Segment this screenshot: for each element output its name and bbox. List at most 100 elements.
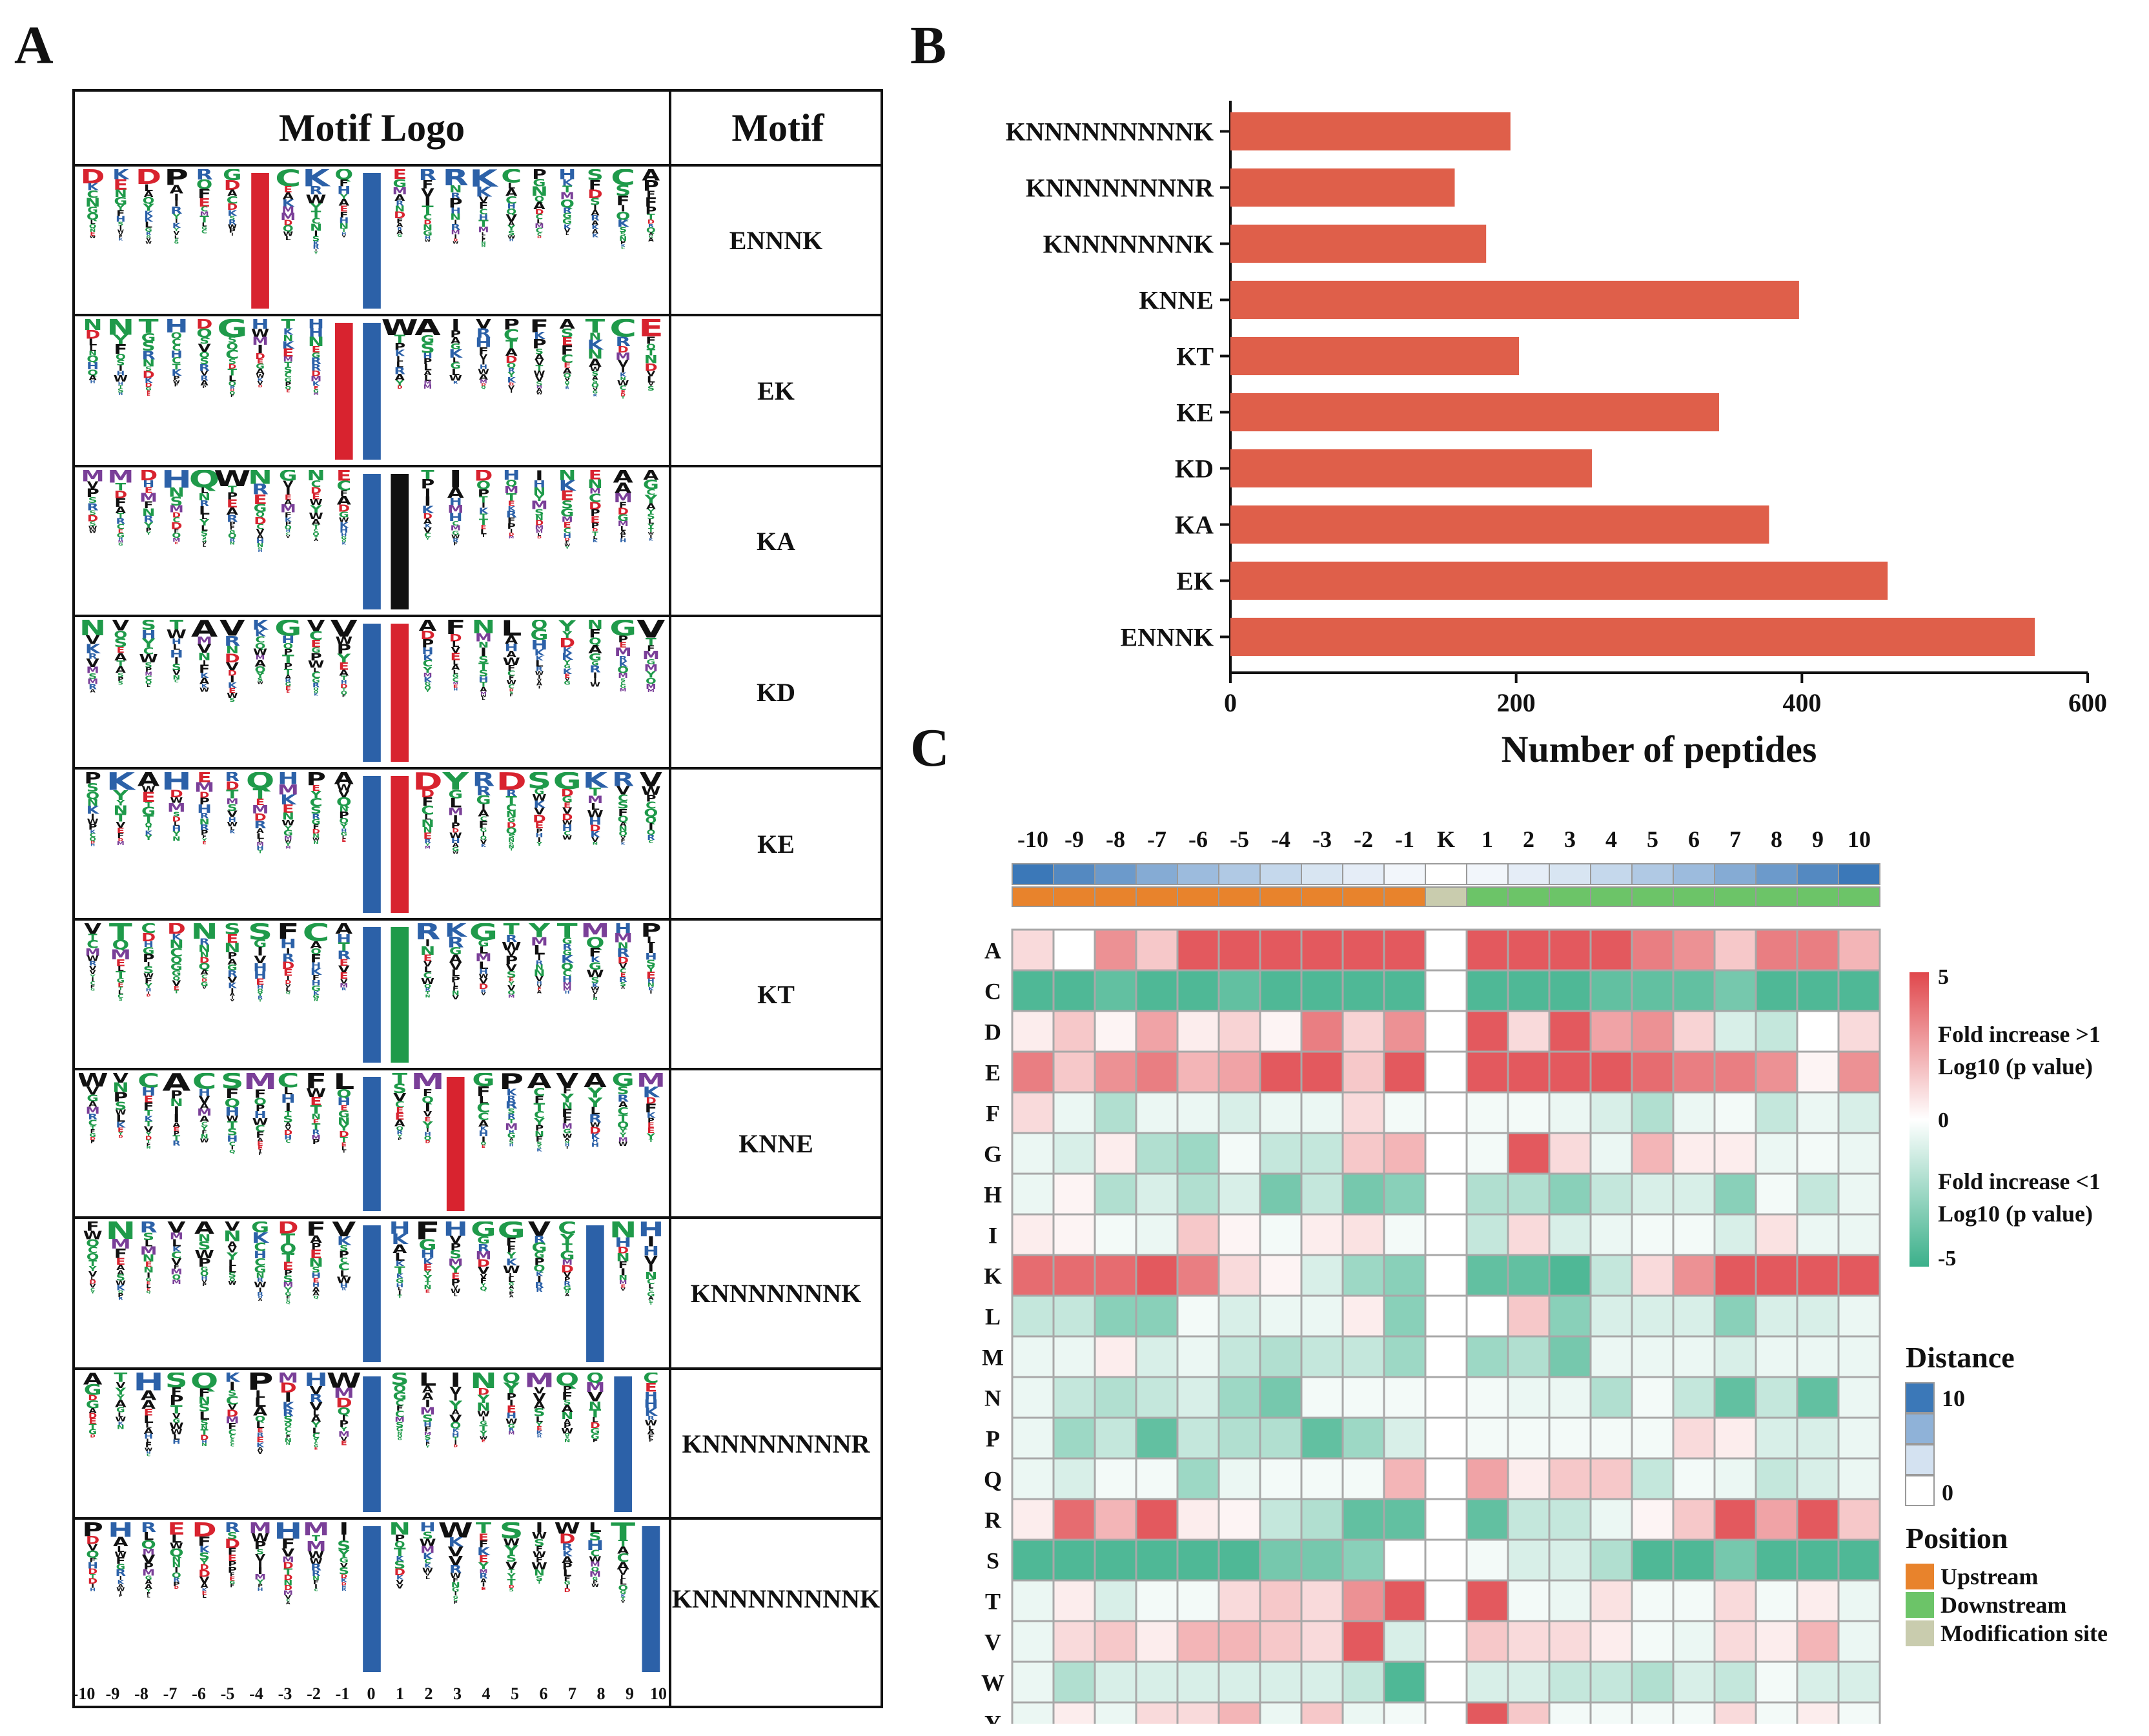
heatmap-cell	[1631, 1416, 1675, 1460]
heatmap-cell	[1424, 1010, 1468, 1053]
logo-letter: S	[172, 662, 181, 673]
logo-letter: H	[507, 203, 515, 210]
position-legend-label: Downstream	[1940, 1592, 2066, 1618]
logo-letter: Y	[528, 923, 550, 942]
logo-letter: V	[340, 977, 348, 985]
logo-letter: T	[592, 530, 598, 537]
logo-letter: M	[252, 804, 269, 817]
logo-letter: E	[423, 1263, 432, 1273]
logo-letter: G	[84, 1382, 102, 1398]
logo-letter: V	[228, 1404, 237, 1412]
heatmap-cell	[1755, 1172, 1798, 1216]
heatmap-cell	[1548, 1701, 1592, 1724]
logo-letter: S	[141, 620, 156, 633]
logo-letter: I	[258, 1560, 263, 1570]
row-label: V	[984, 1629, 1001, 1655]
logo-letter: K	[172, 222, 181, 230]
logo-letter: A	[284, 499, 292, 507]
heatmap-cell	[1383, 1254, 1427, 1297]
logo-letter: S	[284, 365, 292, 374]
logo-letter: V	[556, 1073, 578, 1092]
logo-letter: E	[424, 1116, 431, 1123]
heatmap-cell	[1259, 969, 1303, 1012]
logo-letter: F	[565, 540, 569, 545]
heatmap-cell	[1631, 1376, 1675, 1419]
heatmap-cell	[1011, 1457, 1055, 1500]
logo-letter: N	[256, 1272, 264, 1280]
logo-letter: L	[648, 518, 654, 525]
motif-label: KNNNNNNNNR	[682, 1429, 870, 1458]
heatmap-cell	[1094, 1457, 1137, 1500]
logo-letter: K	[561, 953, 575, 965]
logo-letter: R	[146, 232, 151, 237]
logo-letter: Q	[286, 1300, 290, 1305]
logo-letter: R	[505, 1099, 518, 1111]
logo-letter: K	[423, 653, 433, 662]
logo-letter: E	[340, 971, 348, 981]
logo-letter: C	[285, 1139, 290, 1145]
heatmap-cell	[1259, 1416, 1303, 1460]
logo-letter: Q	[256, 511, 265, 518]
logo-letter: V	[84, 923, 101, 937]
heatmap-cell	[1217, 1335, 1261, 1378]
logo-letter: C	[230, 1440, 234, 1445]
logo-letter: D	[559, 635, 575, 650]
logo-letter: L	[173, 1434, 180, 1442]
logo-letter: R	[476, 784, 491, 799]
logo-letter: K	[535, 648, 545, 658]
heatmap-cell	[1631, 1294, 1675, 1338]
logo-letter: S	[422, 1529, 433, 1541]
logo-letter: G	[609, 620, 637, 641]
logo-letter: A	[507, 649, 516, 660]
logo-letter: V	[86, 657, 99, 670]
logo-letter: T	[340, 1136, 349, 1145]
logo-letter: H	[253, 962, 267, 974]
logo-letter: Y	[422, 1120, 433, 1130]
logo-letter: E	[425, 1289, 431, 1294]
logo-letter: L	[620, 1574, 626, 1581]
logo-letter: P	[534, 1256, 545, 1267]
logo-letter: C	[230, 1443, 234, 1447]
logo-letter: P	[306, 772, 326, 790]
logo-letter: M	[313, 392, 318, 396]
logo-letter: P	[285, 381, 291, 387]
logo-letter: G	[564, 1580, 571, 1586]
logo-letter: V	[172, 1413, 181, 1420]
logo-letter: Q	[258, 988, 263, 994]
logo-letter: R	[172, 1139, 181, 1147]
logo-letter: K	[313, 240, 320, 246]
logo-letter: S	[508, 833, 514, 840]
heatmap-cell	[1755, 1132, 1798, 1175]
logo-letter: W	[561, 1427, 573, 1435]
logo-letter: D	[225, 1537, 240, 1551]
logo-letter: M	[475, 631, 492, 644]
logo-letter: K	[116, 1120, 126, 1130]
logo-letter: C	[589, 492, 602, 505]
logo-letter: K	[448, 1535, 463, 1550]
heatmap-cell	[1548, 1335, 1592, 1378]
logo-letter: K	[144, 214, 153, 223]
logo-letter: G	[254, 502, 267, 514]
logo-letter: L	[145, 220, 152, 230]
heatmap-cell	[1341, 1660, 1385, 1704]
logo-letter: M	[194, 780, 214, 795]
logo-letter: D	[564, 1588, 571, 1594]
logo-letter: F	[479, 1539, 489, 1549]
logo-letter: T	[281, 1251, 294, 1265]
logo-letter: W	[480, 1435, 488, 1441]
logo-letter: K	[396, 1260, 405, 1268]
logo-letter: H	[254, 969, 267, 981]
logo-letter: K	[144, 210, 153, 218]
heatmap-cell	[1631, 1172, 1675, 1216]
logo-letter: Q	[255, 1414, 266, 1424]
logo-letter: G	[172, 969, 181, 978]
logo-letter: V	[167, 1221, 185, 1237]
row-label: P	[986, 1426, 1000, 1452]
heatmap-cell	[1672, 1132, 1716, 1175]
logo-letter: C	[312, 1433, 320, 1440]
logo-letter: N	[142, 506, 155, 518]
logo-letter: G	[533, 177, 545, 189]
logo-letter: N	[647, 982, 655, 988]
logo-letter: R	[591, 214, 599, 222]
